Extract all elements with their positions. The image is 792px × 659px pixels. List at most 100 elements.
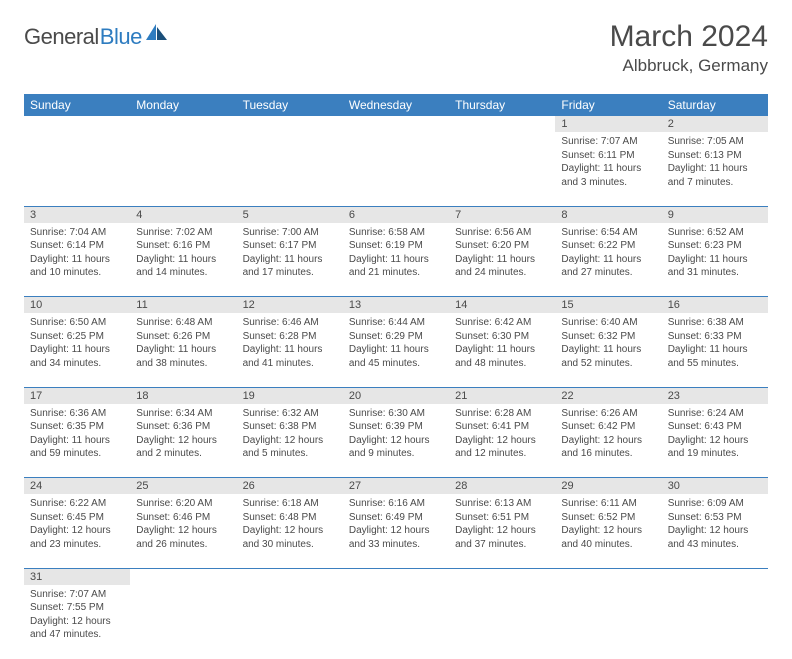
day-line-d1: Daylight: 11 hours	[349, 253, 443, 267]
day-content-cell: Sunrise: 6:44 AMSunset: 6:29 PMDaylight:…	[343, 313, 449, 387]
day-line-ss: Sunset: 6:38 PM	[243, 420, 337, 434]
day-line-d2: and 43 minutes.	[668, 538, 762, 552]
day-line-d2: and 16 minutes.	[561, 447, 655, 461]
day-line-sr: Sunrise: 6:28 AM	[455, 407, 549, 421]
day-content-row: Sunrise: 7:04 AMSunset: 6:14 PMDaylight:…	[24, 223, 768, 297]
day-content-cell: Sunrise: 6:30 AMSunset: 6:39 PMDaylight:…	[343, 404, 449, 478]
day-content-cell: Sunrise: 6:50 AMSunset: 6:25 PMDaylight:…	[24, 313, 130, 387]
day-line-d1: Daylight: 11 hours	[30, 253, 124, 267]
day-line-d1: Daylight: 12 hours	[668, 434, 762, 448]
day-line-sr: Sunrise: 6:52 AM	[668, 226, 762, 240]
day-line-d2: and 24 minutes.	[455, 266, 549, 280]
day-number-cell: 29	[555, 478, 661, 495]
day-line-d1: Daylight: 11 hours	[243, 253, 337, 267]
day-line-d2: and 10 minutes.	[30, 266, 124, 280]
day-number-cell	[130, 568, 236, 585]
day-line-ss: Sunset: 6:41 PM	[455, 420, 549, 434]
day-line-d1: Daylight: 11 hours	[561, 162, 655, 176]
day-number-cell: 13	[343, 297, 449, 314]
day-number-cell	[343, 568, 449, 585]
day-number-row: 10111213141516	[24, 297, 768, 314]
day-line-sr: Sunrise: 6:30 AM	[349, 407, 443, 421]
day-details: Sunrise: 6:42 AMSunset: 6:30 PMDaylight:…	[449, 313, 555, 374]
day-number-cell	[555, 568, 661, 585]
day-line-ss: Sunset: 6:19 PM	[349, 239, 443, 253]
day-line-d2: and 48 minutes.	[455, 357, 549, 371]
day-number-cell: 24	[24, 478, 130, 495]
day-line-ss: Sunset: 6:28 PM	[243, 330, 337, 344]
day-content-cell: Sunrise: 6:52 AMSunset: 6:23 PMDaylight:…	[662, 223, 768, 297]
day-number-cell: 17	[24, 387, 130, 404]
day-details: Sunrise: 6:58 AMSunset: 6:19 PMDaylight:…	[343, 223, 449, 284]
day-line-ss: Sunset: 6:36 PM	[136, 420, 230, 434]
day-number-cell: 20	[343, 387, 449, 404]
day-details: Sunrise: 7:07 AMSunset: 6:11 PMDaylight:…	[555, 132, 661, 193]
day-line-d1: Daylight: 11 hours	[561, 343, 655, 357]
day-content-cell: Sunrise: 6:18 AMSunset: 6:48 PMDaylight:…	[237, 494, 343, 568]
day-line-d1: Daylight: 12 hours	[668, 524, 762, 538]
day-content-cell	[662, 585, 768, 659]
day-line-d2: and 59 minutes.	[30, 447, 124, 461]
day-content-cell	[237, 585, 343, 659]
day-content-row: Sunrise: 6:36 AMSunset: 6:35 PMDaylight:…	[24, 404, 768, 478]
day-content-cell	[343, 132, 449, 206]
day-number-cell: 15	[555, 297, 661, 314]
day-line-ss: Sunset: 6:26 PM	[136, 330, 230, 344]
location: Albbruck, Germany	[610, 56, 768, 76]
day-content-cell: Sunrise: 7:07 AMSunset: 6:11 PMDaylight:…	[555, 132, 661, 206]
day-line-d2: and 30 minutes.	[243, 538, 337, 552]
day-number-cell: 16	[662, 297, 768, 314]
day-content-cell: Sunrise: 6:38 AMSunset: 6:33 PMDaylight:…	[662, 313, 768, 387]
day-line-sr: Sunrise: 6:13 AM	[455, 497, 549, 511]
day-line-sr: Sunrise: 6:50 AM	[30, 316, 124, 330]
day-content-cell	[449, 585, 555, 659]
day-content-cell: Sunrise: 6:48 AMSunset: 6:26 PMDaylight:…	[130, 313, 236, 387]
day-line-sr: Sunrise: 6:58 AM	[349, 226, 443, 240]
day-line-sr: Sunrise: 6:16 AM	[349, 497, 443, 511]
day-line-ss: Sunset: 6:23 PM	[668, 239, 762, 253]
day-line-d2: and 34 minutes.	[30, 357, 124, 371]
day-line-ss: Sunset: 6:20 PM	[455, 239, 549, 253]
day-details: Sunrise: 7:07 AMSunset: 7:55 PMDaylight:…	[24, 585, 130, 646]
day-content-cell: Sunrise: 6:13 AMSunset: 6:51 PMDaylight:…	[449, 494, 555, 568]
day-line-sr: Sunrise: 7:07 AM	[30, 588, 124, 602]
day-number-cell: 23	[662, 387, 768, 404]
calendar-body: 12Sunrise: 7:07 AMSunset: 6:11 PMDayligh…	[24, 116, 768, 659]
day-line-d1: Daylight: 11 hours	[30, 343, 124, 357]
day-line-ss: Sunset: 6:45 PM	[30, 511, 124, 525]
day-number-cell: 1	[555, 116, 661, 132]
day-number-cell: 12	[237, 297, 343, 314]
day-content-cell: Sunrise: 6:20 AMSunset: 6:46 PMDaylight:…	[130, 494, 236, 568]
day-details: Sunrise: 6:54 AMSunset: 6:22 PMDaylight:…	[555, 223, 661, 284]
day-content-cell: Sunrise: 7:00 AMSunset: 6:17 PMDaylight:…	[237, 223, 343, 297]
day-number-cell: 26	[237, 478, 343, 495]
day-line-sr: Sunrise: 6:34 AM	[136, 407, 230, 421]
day-line-d1: Daylight: 12 hours	[30, 524, 124, 538]
day-details: Sunrise: 6:50 AMSunset: 6:25 PMDaylight:…	[24, 313, 130, 374]
day-details: Sunrise: 6:20 AMSunset: 6:46 PMDaylight:…	[130, 494, 236, 555]
day-line-sr: Sunrise: 6:44 AM	[349, 316, 443, 330]
brand-logo: GeneralBlue	[24, 20, 168, 54]
day-number-cell: 19	[237, 387, 343, 404]
day-number-cell	[130, 116, 236, 132]
day-number-cell: 22	[555, 387, 661, 404]
day-content-cell: Sunrise: 6:09 AMSunset: 6:53 PMDaylight:…	[662, 494, 768, 568]
day-number-cell: 21	[449, 387, 555, 404]
day-number-cell: 27	[343, 478, 449, 495]
day-line-d2: and 33 minutes.	[349, 538, 443, 552]
calendar-table: SundayMondayTuesdayWednesdayThursdayFrid…	[24, 94, 768, 659]
weekday-header: Saturday	[662, 94, 768, 116]
day-line-sr: Sunrise: 7:00 AM	[243, 226, 337, 240]
day-line-d2: and 26 minutes.	[136, 538, 230, 552]
day-content-row: Sunrise: 6:50 AMSunset: 6:25 PMDaylight:…	[24, 313, 768, 387]
day-line-d1: Daylight: 11 hours	[30, 434, 124, 448]
day-number-cell: 28	[449, 478, 555, 495]
day-line-d1: Daylight: 12 hours	[561, 434, 655, 448]
day-line-ss: Sunset: 6:30 PM	[455, 330, 549, 344]
day-number-cell	[237, 116, 343, 132]
brand-word1: General	[24, 24, 99, 50]
day-content-cell: Sunrise: 7:05 AMSunset: 6:13 PMDaylight:…	[662, 132, 768, 206]
day-line-d2: and 52 minutes.	[561, 357, 655, 371]
day-line-ss: Sunset: 6:13 PM	[668, 149, 762, 163]
day-number-cell: 2	[662, 116, 768, 132]
